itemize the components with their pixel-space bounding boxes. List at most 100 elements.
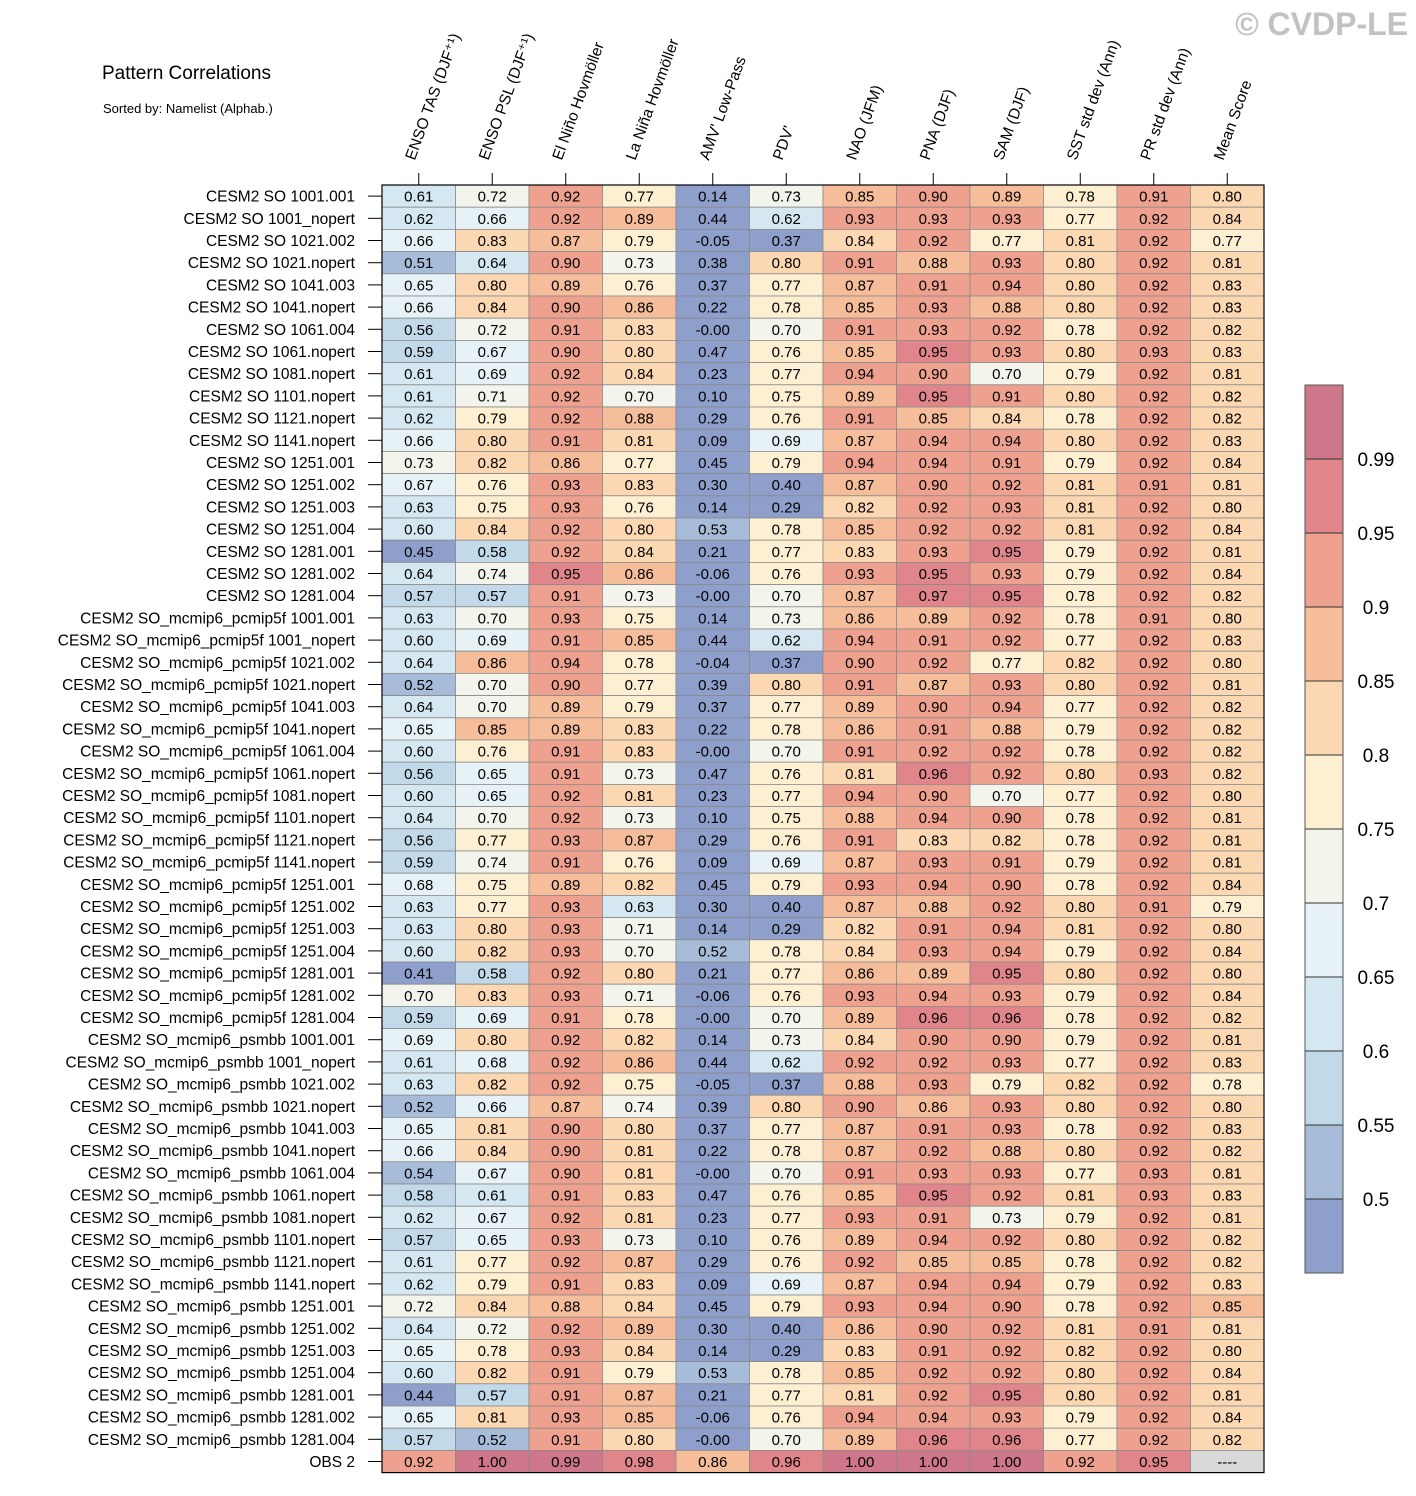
cell-value: 0.64	[404, 566, 433, 583]
cell-value: 0.93	[845, 211, 874, 228]
cell-value: 0.92	[1139, 855, 1168, 872]
colorbar-segment	[1305, 459, 1343, 533]
cell-value: 0.80	[1213, 1343, 1242, 1360]
cell-value: -0.05	[696, 233, 730, 250]
cell-value: 0.73	[625, 588, 654, 605]
cell-value: 0.84	[1213, 1365, 1242, 1382]
cell-value: 0.73	[404, 455, 433, 472]
colorbar-label: 0.65	[1358, 968, 1395, 989]
cell-value: 0.70	[404, 988, 433, 1005]
cell-value: 0.70	[478, 677, 507, 694]
cell-value: 0.92	[551, 966, 580, 983]
cell-value: 0.44	[698, 633, 727, 650]
row-label: CESM2 SO_mcmip6_psmbb 1081.nopert	[70, 1210, 356, 1227]
row-label: CESM2 SO_mcmip6_pcmip5f 1281.002	[80, 988, 355, 1005]
cell-value: 0.81	[625, 788, 654, 805]
cell-value: 0.92	[1139, 411, 1168, 428]
cell-value: 0.93	[1139, 344, 1168, 361]
cell-value: 0.91	[919, 1343, 948, 1360]
cell-value: 0.73	[992, 1210, 1021, 1227]
cell-value: 0.83	[1213, 277, 1242, 294]
cell-value: 0.73	[772, 1032, 801, 1049]
cell-value: 0.59	[404, 344, 433, 361]
cell-value: 0.83	[625, 322, 654, 339]
cell-value: 0.92	[919, 522, 948, 539]
cell-value: 0.92	[1139, 1099, 1168, 1116]
column-header: PR std dev (Ann)	[1138, 46, 1194, 163]
row-label: CESM2 SO_mcmip6_pcmip5f 1251.003	[80, 921, 355, 938]
cell-value: 0.82	[478, 455, 507, 472]
cell-value: 0.84	[1213, 877, 1242, 894]
cell-value: 0.85	[1213, 1299, 1242, 1316]
row-label: CESM2 SO_mcmip6_pcmip5f 1021.002	[80, 655, 355, 672]
cell-value: 0.81	[1066, 477, 1095, 494]
row-label: CESM2 SO_mcmip6_psmbb 1281.002	[88, 1410, 355, 1427]
cell-value: 0.95	[1139, 1454, 1168, 1471]
cell-value: 0.85	[845, 522, 874, 539]
cell-value: 0.73	[625, 810, 654, 827]
cell-value: 0.92	[845, 1054, 874, 1071]
row-label: CESM2 SO 1101.nopert	[189, 388, 356, 405]
cell-value: 0.69	[772, 1276, 801, 1293]
cell-value: 0.90	[919, 1321, 948, 1338]
cell-value: 0.21	[698, 544, 727, 561]
cell-value: 0.69	[404, 1032, 433, 1049]
cell-value: 0.93	[992, 988, 1021, 1005]
cell-value: 0.68	[404, 877, 433, 894]
cell-value: 0.39	[698, 1099, 727, 1116]
cell-value: 0.84	[478, 300, 507, 317]
cell-value: 0.80	[1066, 1387, 1095, 1404]
cell-value: 0.92	[1139, 544, 1168, 561]
cell-value: 0.52	[478, 1432, 507, 1449]
cell-value: 0.88	[992, 300, 1021, 317]
cell-value: 0.52	[404, 1099, 433, 1116]
cell-value: 0.29	[772, 1343, 801, 1360]
cell-value: -0.04	[696, 655, 730, 672]
cell-value: 0.81	[1213, 477, 1242, 494]
row-label: CESM2 SO_mcmip6_pcmip5f 1251.001	[80, 877, 355, 894]
cell-value: 0.84	[1213, 522, 1242, 539]
cell-value: 0.71	[625, 921, 654, 938]
cell-value: 0.89	[551, 699, 580, 716]
cell-value: 0.93	[919, 1077, 948, 1094]
row-label: CESM2 SO_mcmip6_psmbb 1281.001	[88, 1387, 355, 1404]
cell-value: 0.81	[1213, 1321, 1242, 1338]
cell-value: 0.82	[1213, 411, 1242, 428]
cell-value: 0.87	[551, 1099, 580, 1116]
cell-value: 0.92	[1139, 300, 1168, 317]
cell-value: 0.73	[772, 610, 801, 627]
cell-value: 0.94	[919, 1276, 948, 1293]
cell-value: 0.93	[551, 1410, 580, 1427]
cell-value: 0.92	[1139, 255, 1168, 272]
cell-value: 0.91	[551, 766, 580, 783]
row-label: CESM2 SO_mcmip6_psmbb 1021.nopert	[70, 1099, 356, 1116]
cell-value: 0.76	[772, 566, 801, 583]
cell-value: 0.84	[1213, 211, 1242, 228]
cell-value: 0.80	[1066, 433, 1095, 450]
cell-value: 0.80	[1066, 1143, 1095, 1160]
cell-value: 0.87	[845, 899, 874, 916]
cell-value: 0.70	[478, 610, 507, 627]
cell-value: 0.65	[478, 766, 507, 783]
cell-value: 0.86	[625, 1054, 654, 1071]
row-label: CESM2 SO_mcmip6_pcmip5f 1251.004	[80, 943, 355, 960]
cell-value: 0.93	[551, 921, 580, 938]
cell-value: 0.29	[772, 499, 801, 516]
cell-value: 0.77	[625, 189, 654, 206]
cell-value: 1.00	[992, 1454, 1021, 1471]
cell-value: 0.90	[919, 189, 948, 206]
cell-value: 0.86	[845, 721, 874, 738]
cell-value: 0.89	[845, 1232, 874, 1249]
cell-value: 0.10	[698, 388, 727, 405]
cell-value: 0.89	[845, 1010, 874, 1027]
cell-value: 0.77	[772, 1210, 801, 1227]
cell-value: 0.80	[1066, 766, 1095, 783]
row-label: CESM2 SO 1001.001	[206, 189, 355, 206]
cell-value: 0.21	[698, 966, 727, 983]
cell-value: 0.91	[551, 433, 580, 450]
cell-value: 0.92	[1139, 366, 1168, 383]
cell-value: 0.86	[845, 1321, 874, 1338]
cell-value: 0.92	[1139, 988, 1168, 1005]
cell-value: 0.92	[992, 744, 1021, 761]
cell-value: 0.93	[845, 877, 874, 894]
